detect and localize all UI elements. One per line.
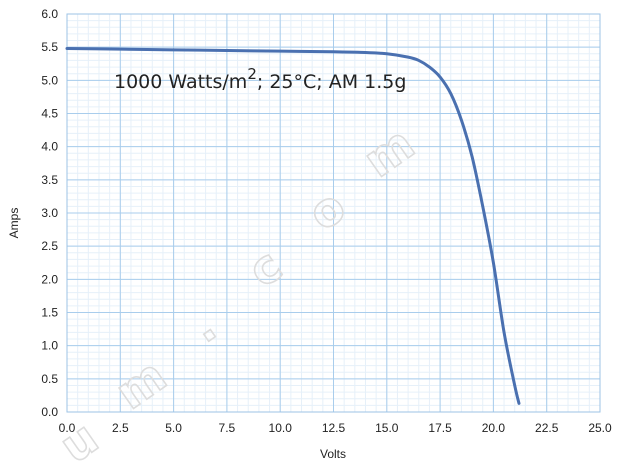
x-tick-label: 17.5 — [428, 421, 452, 435]
annotation-suffix: ; 25°C; AM 1.5g — [257, 71, 407, 93]
y-tick-label: 2.0 — [41, 272, 58, 286]
y-tick-label: 5.0 — [41, 73, 58, 87]
plot-frame — [66, 13, 601, 413]
y-tick-label: 5.5 — [41, 40, 58, 54]
y-tick-label: 2.5 — [41, 239, 58, 253]
y-tick-labels: 0.0 0.5 1.0 1.5 2.0 2.5 3.0 3.5 4.0 4.5 5.0 5.5 6.0 — [41, 7, 58, 419]
x-tick-label: 7.5 — [219, 421, 236, 435]
x-tick-label: 20.0 — [482, 421, 506, 435]
y-tick-label: 3.5 — [41, 173, 58, 187]
x-tick-label: 15.0 — [375, 421, 399, 435]
y-tick-label: 1.5 — [41, 306, 58, 320]
y-tick-label: 0.0 — [41, 405, 58, 419]
y-tick-label: 3.0 — [41, 206, 58, 220]
x-tick-label: 25.0 — [588, 421, 612, 435]
conditions-annotation: 1000 Watts/m2; 25°C; AM 1.5g — [114, 65, 406, 93]
series-line — [65, 46, 521, 405]
x-tick-label: 0.0 — [59, 421, 76, 435]
y-tick-label: 6.0 — [41, 7, 58, 21]
y-tick-label: 4.5 — [41, 107, 58, 121]
y-tick-label: 4.0 — [41, 140, 58, 154]
y-axis-label: Amps — [7, 208, 21, 239]
x-tick-label: 10.0 — [269, 421, 293, 435]
x-axis-label: Volts — [320, 447, 346, 461]
y-tick-label: 1.0 — [41, 339, 58, 353]
annotation-prefix: 1000 Watts/m — [114, 71, 247, 93]
x-tick-label: 5.0 — [165, 421, 182, 435]
x-tick-label: 12.5 — [322, 421, 346, 435]
x-tick-label: 2.5 — [112, 421, 129, 435]
y-tick-label: 0.5 — [41, 372, 58, 386]
x-tick-labels: 0.0 2.5 5.0 7.5 10.0 12.5 15.0 17.5 20.0 22.5 25.0 — [59, 421, 612, 435]
series-layer — [65, 46, 521, 405]
annotation-superscript: 2 — [247, 65, 257, 83]
x-tick-label: 22.5 — [535, 421, 559, 435]
